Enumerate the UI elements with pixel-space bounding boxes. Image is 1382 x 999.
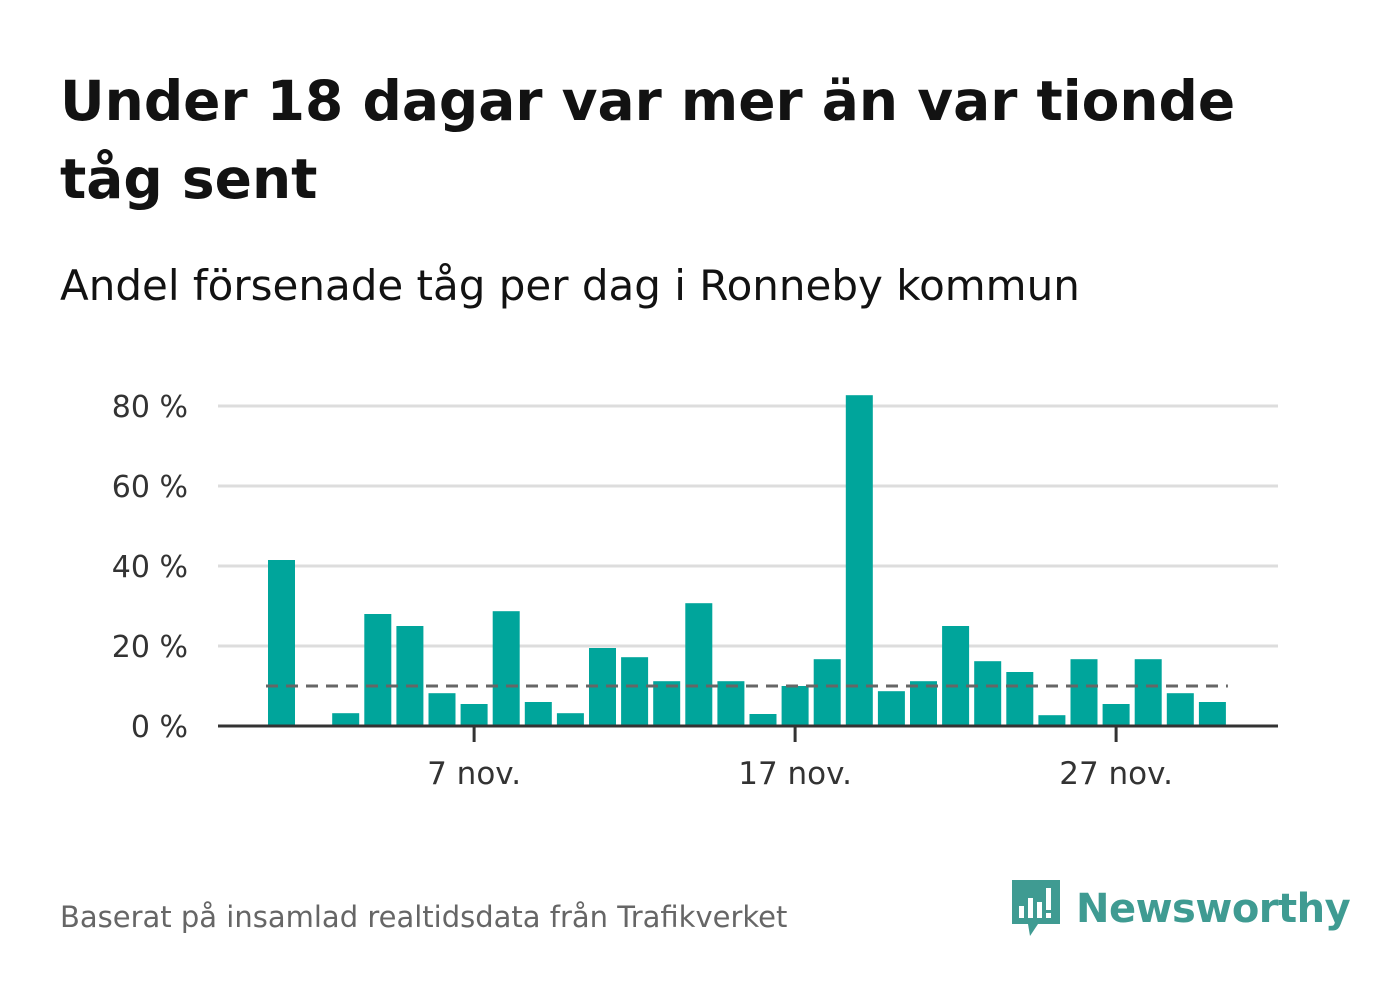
bar — [621, 657, 649, 726]
bar — [845, 395, 873, 726]
grid-lines — [218, 404, 1278, 648]
x-axis — [218, 724, 1278, 742]
bar — [1070, 659, 1098, 726]
bar — [685, 603, 713, 726]
bar — [556, 713, 584, 726]
bar — [1166, 693, 1194, 726]
bars — [268, 395, 1226, 726]
bar — [1038, 715, 1066, 726]
bar — [974, 661, 1002, 726]
newsworthy-logo-icon — [1012, 880, 1060, 936]
newsworthy-brand: Newsworthy — [1010, 878, 1351, 940]
y-tick-labels: 0 % 20 % 40 % 60 % 80 % — [112, 390, 188, 745]
bar — [1102, 704, 1130, 726]
bar — [524, 702, 552, 726]
bar — [717, 681, 745, 726]
bar — [653, 681, 681, 726]
y-tick-label: 40 % — [112, 550, 188, 585]
bar — [1006, 672, 1034, 726]
x-tick-label: 27 nov. — [1059, 756, 1173, 792]
bar — [877, 691, 905, 726]
y-tick-label: 60 % — [112, 470, 188, 505]
bar — [910, 681, 937, 726]
chart-title: Under 18 dagar var mer än var tionde tåg… — [60, 69, 1236, 211]
y-tick-label: 80 % — [112, 390, 188, 425]
chart-subtitle: Andel försenade tåg per dag i Ronneby ko… — [60, 261, 1080, 310]
bar — [813, 659, 841, 726]
bar — [396, 626, 424, 726]
bar — [428, 693, 456, 726]
bar — [781, 686, 809, 726]
bar — [492, 611, 520, 726]
y-tick-label: 0 % — [131, 710, 188, 745]
bar — [1198, 702, 1226, 726]
brand-name: Newsworthy — [1076, 886, 1351, 932]
x-tick-labels: 7 nov. 17 nov. 27 nov. — [427, 756, 1173, 792]
bar — [1134, 659, 1162, 726]
bar — [332, 713, 360, 726]
bar — [460, 704, 488, 726]
x-tick-label: 17 nov. — [738, 756, 852, 792]
bar — [364, 614, 392, 726]
bar — [749, 714, 777, 726]
y-tick-label: 20 % — [112, 630, 188, 665]
x-tick-label: 7 nov. — [427, 756, 521, 792]
bar — [268, 560, 295, 726]
source-note: Baserat på insamlad realtidsdata från Tr… — [60, 900, 788, 934]
bar — [942, 626, 970, 726]
